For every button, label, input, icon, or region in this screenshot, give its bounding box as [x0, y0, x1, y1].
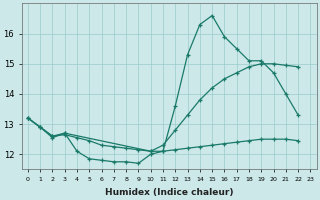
X-axis label: Humidex (Indice chaleur): Humidex (Indice chaleur)	[105, 188, 233, 197]
